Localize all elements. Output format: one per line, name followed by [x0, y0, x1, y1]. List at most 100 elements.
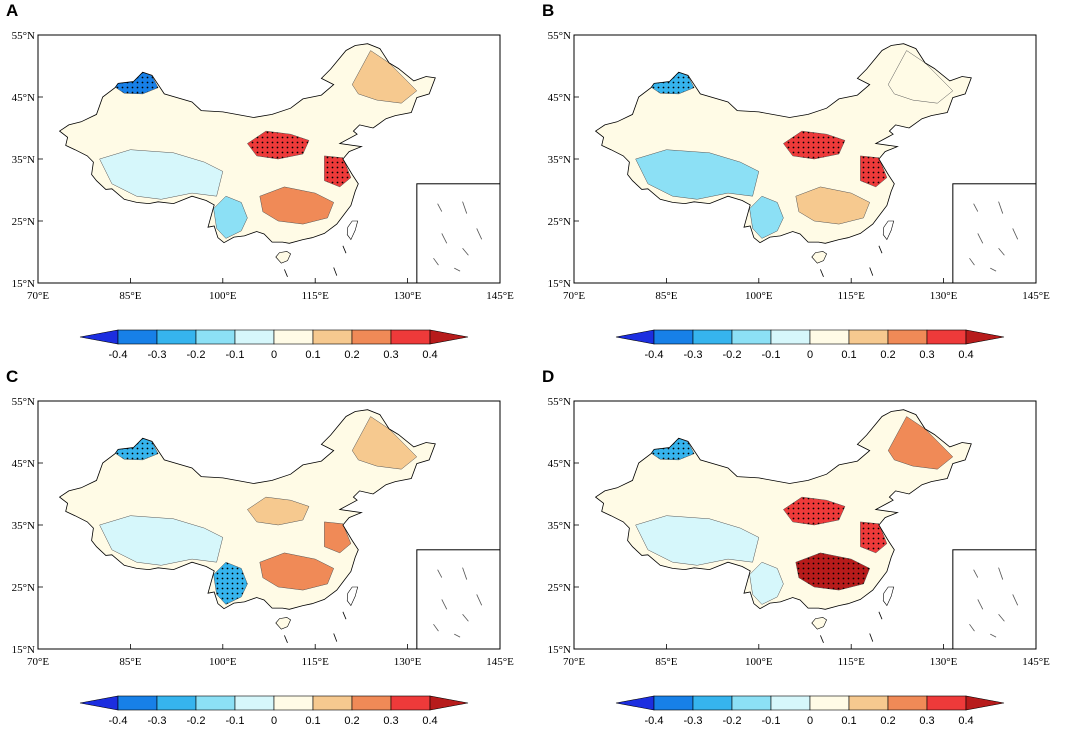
inset-dash [969, 623, 975, 632]
colorbar-bin [770, 329, 811, 345]
colorbar-label: -0.3 [684, 349, 703, 361]
china-outline [594, 43, 972, 244]
hainan-outline [811, 617, 827, 630]
anomaly-region-south-china [795, 186, 871, 225]
lon-label: 100°E [209, 656, 237, 668]
colorbar-bin [234, 329, 275, 345]
lat-label: 25°N [548, 582, 571, 594]
anomaly-region-northeast [351, 50, 418, 104]
colorbar-bin [653, 329, 694, 345]
anomaly-region-tibet [635, 515, 760, 566]
inset-dash [462, 201, 468, 214]
anomaly-region-tibet [99, 149, 224, 200]
inset-dash [433, 623, 439, 632]
inset-dash [973, 203, 979, 212]
significance-stipple [860, 155, 887, 187]
anomaly-region-tibet [99, 515, 224, 566]
colorbar-label: 0.3 [919, 349, 934, 361]
hainan-outline [811, 251, 827, 264]
lon-label: 70°E [563, 656, 585, 668]
colorbar-label: 0.1 [841, 349, 856, 361]
lat-label: 15°N [12, 278, 35, 290]
lon-label: 115°E [302, 290, 329, 302]
colorbar-label: 0 [271, 715, 277, 727]
inset-dash [437, 569, 443, 578]
colorbar-label: 0.4 [422, 715, 437, 727]
dash-line [284, 635, 288, 643]
anomaly-region-northeast [351, 416, 418, 470]
dash-line [342, 611, 347, 620]
inset-dash [437, 203, 443, 212]
map-c: 55°N 45°N 35°N 25°N 15°N70°E 85°E 100°E 115°E 13… [12, 396, 514, 727]
dash-line [878, 245, 883, 254]
lat-label: 35°N [548, 520, 571, 532]
colorbar-label: -0.2 [723, 715, 742, 727]
lat-label: 55°N [12, 396, 35, 408]
taiwan-outline [346, 220, 359, 241]
anomaly-region-tibet [635, 149, 760, 200]
colorbar-low-arrow [79, 695, 119, 711]
anomaly-region-south-china [259, 186, 335, 225]
colorbar-bin [390, 695, 431, 711]
colorbar-high-arrow [429, 695, 469, 711]
lat-label: 55°N [548, 396, 571, 408]
colorbar-bin [692, 695, 733, 711]
inset-dash [1012, 228, 1019, 240]
inset-dash [441, 599, 448, 610]
china-outline [58, 409, 436, 610]
colorbar-bin [351, 329, 392, 345]
lon-label: 70°E [27, 290, 49, 302]
significance-stipple [247, 131, 309, 159]
panel-b: B 55°N 45°N 35°N 25°N 15°N 70°E 85°E 100°E 115°E… [536, 0, 1072, 365]
lat-label: 25°N [12, 216, 35, 228]
colorbar-label: -0.4 [109, 715, 128, 727]
colorbar-label: 0.4 [958, 715, 973, 727]
colorbar-label: -0.4 [645, 715, 664, 727]
anomaly-region-northeast [887, 416, 954, 470]
colorbar: -0.4 -0.3 -0.2 -0.1 0 0.1 0.2 0.3 0.4 [79, 695, 469, 727]
colorbar-bin [848, 695, 889, 711]
colorbar-bin [195, 695, 236, 711]
colorbar-label: 0.2 [880, 715, 895, 727]
colorbar-label: -0.2 [187, 349, 206, 361]
anomaly-region-northeast [887, 50, 954, 104]
colorbar-label: -0.3 [148, 349, 167, 361]
colorbar-label: -0.3 [684, 715, 703, 727]
lat-label: 25°N [12, 582, 35, 594]
lat-label: 35°N [548, 154, 571, 166]
colorbar-high-arrow [429, 329, 469, 345]
colorbar-bin [653, 695, 694, 711]
colorbar-label: -0.1 [762, 715, 781, 727]
lon-label: 145°E [486, 290, 514, 302]
anomaly-region-east-coast [324, 521, 352, 554]
inset-dash [462, 248, 469, 256]
inset-dash [454, 267, 461, 272]
anomaly-region-southwest [749, 561, 784, 605]
colorbar-label: 0.1 [305, 349, 320, 361]
colorbar-label: 0.1 [841, 715, 856, 727]
inset-dash [998, 248, 1005, 256]
inset-dash [454, 633, 461, 638]
inset-dash [433, 257, 439, 266]
lon-label: 145°E [1022, 656, 1050, 668]
lat-label: 15°N [548, 278, 571, 290]
inset-dash [990, 633, 997, 638]
colorbar-bin [156, 695, 197, 711]
colorbar-label: 0 [807, 349, 813, 361]
lat-label: 15°N [548, 644, 571, 656]
lon-label: 100°E [745, 656, 773, 668]
map-d: 55°N 45°N 35°N 25°N 15°N70°E 85°E 100°E 115°E 13… [548, 396, 1050, 727]
colorbar-label: 0.3 [383, 349, 398, 361]
lat-label: 25°N [548, 216, 571, 228]
colorbar-label: -0.4 [645, 349, 664, 361]
colorbar-low-arrow [615, 329, 655, 345]
anomaly-region-southwest [213, 195, 248, 239]
anomaly-region-north-china [247, 496, 310, 526]
significance-stipple [783, 131, 845, 159]
lat-label: 45°N [548, 458, 571, 470]
lon-label: 85°E [655, 290, 677, 302]
significance-stipple [783, 497, 845, 525]
colorbar-label: -0.1 [226, 349, 245, 361]
lat-label: 45°N [12, 458, 35, 470]
lat-label: 45°N [548, 92, 571, 104]
